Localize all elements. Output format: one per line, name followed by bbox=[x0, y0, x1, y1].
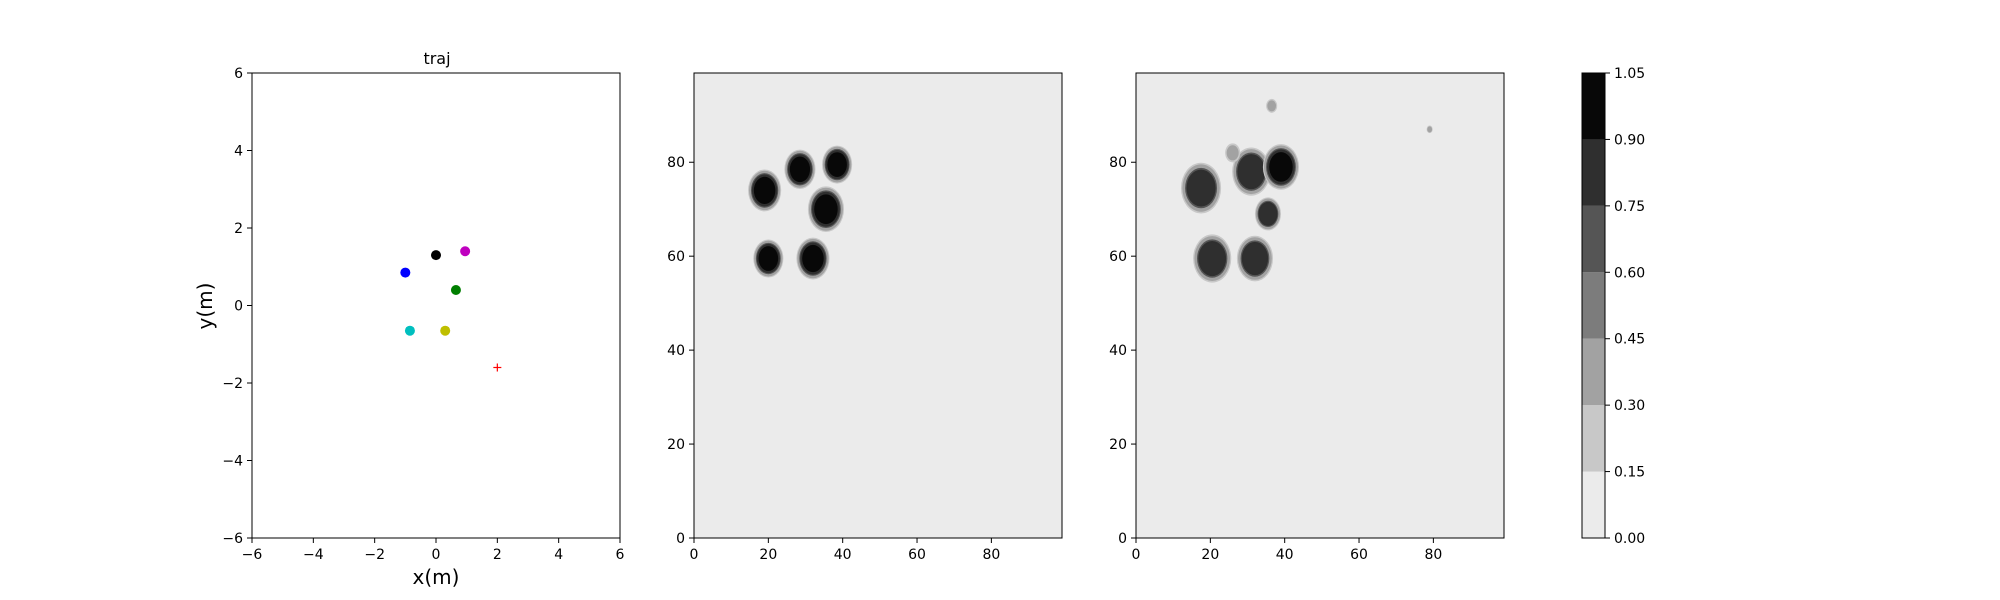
y-tick-label: −4 bbox=[222, 454, 243, 470]
occupancy-map-x-ticks: 0 20 40 60 80 bbox=[690, 538, 1000, 563]
y-tick-label: 40 bbox=[1109, 343, 1127, 359]
colorbar-band bbox=[1582, 73, 1605, 140]
agent-point bbox=[431, 250, 441, 261]
colorbar-band bbox=[1582, 405, 1605, 472]
x-tick-label: 60 bbox=[908, 547, 926, 563]
y-tick-label: 0 bbox=[1118, 531, 1127, 547]
obstacle-blob bbox=[753, 239, 784, 278]
obstacle-blob bbox=[1254, 197, 1282, 231]
y-tick-label: −2 bbox=[222, 376, 243, 392]
obstacle-blob bbox=[1180, 162, 1222, 214]
x-tick-label: −4 bbox=[303, 547, 324, 563]
colorbar-bands bbox=[1582, 73, 1605, 538]
y-tick-label: 6 bbox=[234, 66, 243, 82]
agent-point bbox=[460, 246, 471, 257]
occupancy-map-axes-frame bbox=[693, 72, 1063, 539]
colorbar-tick-label: 0.45 bbox=[1614, 332, 1645, 348]
obstacle-blob bbox=[1236, 235, 1274, 282]
occupancy-map-panel: 0 20 40 60 80 0 20 40 60 80 bbox=[667, 72, 1063, 563]
x-tick-label: 40 bbox=[834, 547, 852, 563]
y-tick-label: −6 bbox=[222, 531, 243, 547]
y-tick-label: 80 bbox=[1109, 155, 1127, 171]
colorbar-band bbox=[1582, 338, 1605, 406]
colorbar-tick-label: 0.30 bbox=[1614, 398, 1645, 414]
occupancy-map-contours bbox=[748, 145, 853, 280]
predicted-map-background bbox=[1136, 73, 1504, 538]
x-tick-label: −6 bbox=[242, 547, 263, 563]
obstacle-blob bbox=[1232, 147, 1271, 196]
y-tick-label: 2 bbox=[234, 221, 243, 237]
colorbar-band bbox=[1582, 272, 1605, 339]
trajectory-x-ticks: −6 −4 −2 0 2 4 6 bbox=[242, 538, 625, 563]
x-tick-label: 20 bbox=[1201, 547, 1219, 563]
x-tick-label: 60 bbox=[1350, 547, 1368, 563]
obstacle-blob bbox=[796, 237, 830, 280]
colorbar: 0.00 0.15 0.30 0.45 0.60 0.75 0.90 1.05 bbox=[1581, 66, 1645, 547]
obstacle-blob bbox=[1193, 234, 1232, 283]
obstacle-blob bbox=[1225, 143, 1241, 163]
x-tick-label: −2 bbox=[364, 547, 385, 563]
predicted-map-panel: 0 20 40 60 80 0 20 40 60 80 bbox=[1109, 72, 1505, 563]
agent-point bbox=[440, 325, 451, 336]
obstacle-blob bbox=[1426, 125, 1433, 134]
y-tick-label: 4 bbox=[234, 144, 243, 160]
colorbar-ticks: 0.00 0.15 0.30 0.45 0.60 0.75 0.90 1.05 bbox=[1605, 66, 1645, 547]
obstacle-blob bbox=[1266, 98, 1278, 113]
predicted-map-x-ticks: 0 20 40 60 80 bbox=[1132, 538, 1442, 563]
obstacle-blob bbox=[822, 145, 853, 184]
trajectory-title: traj bbox=[423, 49, 450, 68]
obstacle-blob bbox=[1262, 144, 1300, 190]
colorbar-tick-label: 0.15 bbox=[1614, 465, 1645, 481]
obstacle-blob bbox=[784, 149, 816, 189]
trajectory-panel: traj −6 −4 −2 0 2 4 6 −6 −4 −2 0 2 4 6 x(m) y(m) bbox=[193, 49, 625, 589]
occupancy-map-y-ticks: 0 20 40 60 80 bbox=[667, 155, 694, 547]
agent-point bbox=[404, 325, 415, 336]
colorbar-band bbox=[1582, 471, 1605, 538]
trajectory-y-ticks: −6 −4 −2 0 2 4 6 bbox=[222, 66, 252, 547]
y-tick-label: 40 bbox=[667, 343, 685, 359]
trajectory-axes-frame bbox=[251, 72, 621, 539]
colorbar-band bbox=[1582, 139, 1605, 206]
x-tick-label: 80 bbox=[1424, 547, 1442, 563]
obstacle-blob bbox=[748, 169, 782, 212]
goal-marker bbox=[493, 363, 502, 372]
y-tick-label: 0 bbox=[676, 531, 685, 547]
y-tick-label: 60 bbox=[667, 249, 685, 265]
y-tick-label: 20 bbox=[667, 437, 685, 453]
y-tick-label: 80 bbox=[667, 155, 685, 171]
y-tick-label: 20 bbox=[1109, 437, 1127, 453]
predicted-map-y-ticks: 0 20 40 60 80 bbox=[1109, 155, 1136, 547]
x-tick-label: 0 bbox=[690, 547, 699, 563]
x-tick-label: 40 bbox=[1276, 547, 1294, 563]
agent-point bbox=[450, 285, 461, 295]
x-tick-label: 20 bbox=[759, 547, 777, 563]
y-tick-label: 0 bbox=[234, 299, 243, 315]
x-tick-label: 0 bbox=[1132, 547, 1141, 563]
y-tick-label: 60 bbox=[1109, 249, 1127, 265]
x-tick-label: 4 bbox=[554, 547, 563, 563]
trajectory-points bbox=[400, 246, 502, 372]
colorbar-tick-label: 0.75 bbox=[1614, 199, 1645, 215]
colorbar-band bbox=[1582, 205, 1605, 273]
x-tick-label: 0 bbox=[432, 547, 441, 563]
trajectory-y-label: y(m) bbox=[193, 283, 217, 330]
x-tick-label: 2 bbox=[493, 547, 502, 563]
trajectory-x-label: x(m) bbox=[413, 565, 460, 589]
agent-point bbox=[400, 267, 411, 278]
predicted-map-axes-frame bbox=[1135, 72, 1505, 539]
obstacle-blob bbox=[807, 186, 845, 233]
occupancy-map-background bbox=[694, 73, 1062, 538]
x-tick-label: 80 bbox=[982, 547, 1000, 563]
colorbar-tick-label: 0.60 bbox=[1614, 265, 1645, 281]
predicted-map-contours bbox=[1180, 98, 1433, 283]
colorbar-tick-label: 0.00 bbox=[1614, 531, 1645, 547]
colorbar-tick-label: 1.05 bbox=[1614, 66, 1645, 82]
x-tick-label: 6 bbox=[616, 547, 625, 563]
colorbar-frame bbox=[1581, 72, 1606, 539]
colorbar-tick-label: 0.90 bbox=[1614, 132, 1645, 148]
